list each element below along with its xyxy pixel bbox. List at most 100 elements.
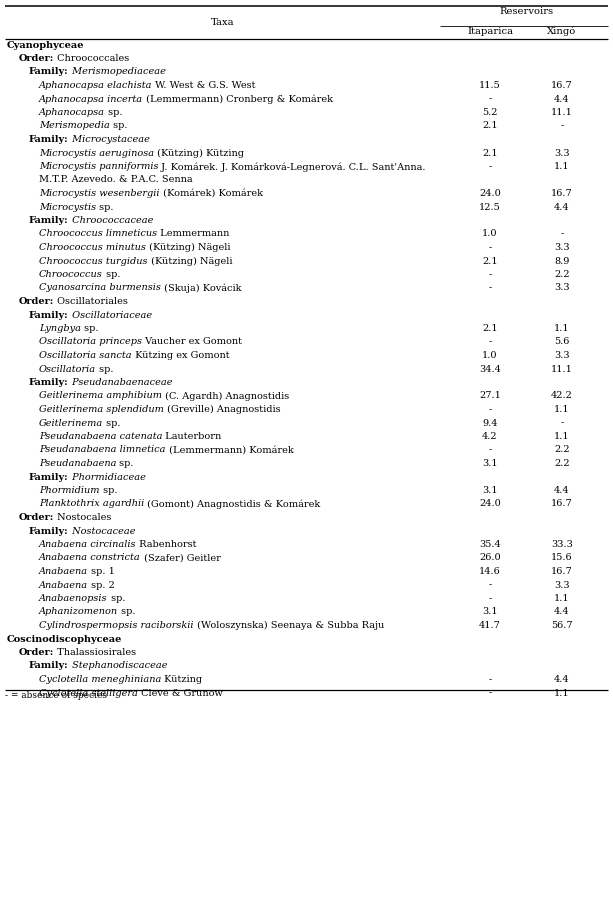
Text: Family:: Family: bbox=[29, 311, 69, 320]
Text: Merismopediaceae: Merismopediaceae bbox=[69, 67, 166, 77]
Text: 4.4: 4.4 bbox=[554, 675, 570, 684]
Text: 5.6: 5.6 bbox=[554, 337, 569, 346]
Text: Chroococcus limneticus: Chroococcus limneticus bbox=[39, 230, 157, 239]
Text: Cylindrospermopsis raciborskii: Cylindrospermopsis raciborskii bbox=[39, 621, 194, 630]
Text: 1.1: 1.1 bbox=[554, 324, 570, 333]
Text: 16.7: 16.7 bbox=[551, 81, 573, 90]
Text: (Lemmermann) Cronberg & Komárek: (Lemmermann) Cronberg & Komárek bbox=[143, 95, 333, 104]
Text: 2.2: 2.2 bbox=[554, 445, 570, 455]
Text: 1.1: 1.1 bbox=[554, 405, 570, 414]
Text: 33.3: 33.3 bbox=[551, 540, 573, 549]
Text: Lemmermann: Lemmermann bbox=[157, 230, 229, 239]
Text: 24.0: 24.0 bbox=[479, 499, 501, 508]
Text: - = absence of species: - = absence of species bbox=[5, 691, 107, 701]
Text: 8.9: 8.9 bbox=[554, 257, 569, 265]
Text: Pseudanabaena catenata: Pseudanabaena catenata bbox=[39, 432, 162, 441]
Text: sp. 2: sp. 2 bbox=[88, 580, 115, 589]
Text: Itaparica: Itaparica bbox=[467, 27, 513, 36]
Text: 15.6: 15.6 bbox=[551, 554, 573, 562]
Text: Phormidium: Phormidium bbox=[39, 486, 99, 495]
Text: Vaucher ex Gomont: Vaucher ex Gomont bbox=[142, 337, 242, 346]
Text: Reservoirs: Reservoirs bbox=[499, 7, 553, 16]
Text: 16.7: 16.7 bbox=[551, 189, 573, 198]
Text: (Kützing) Nägeli: (Kützing) Nägeli bbox=[148, 257, 232, 266]
Text: sp.: sp. bbox=[99, 486, 117, 495]
Text: (Kützing) Nägeli: (Kützing) Nägeli bbox=[146, 243, 230, 252]
Text: sp.: sp. bbox=[103, 418, 121, 427]
Text: Geitlerinema splendidum: Geitlerinema splendidum bbox=[39, 405, 164, 414]
Text: Pseudanabaena: Pseudanabaena bbox=[39, 459, 116, 468]
Text: Chroococcus: Chroococcus bbox=[39, 270, 103, 279]
Text: Chroococcaceae: Chroococcaceae bbox=[69, 216, 153, 225]
Text: 4.2: 4.2 bbox=[482, 432, 498, 441]
Text: 3.3: 3.3 bbox=[554, 351, 570, 360]
Text: M.T.P. Azevedo. & P.A.C. Senna: M.T.P. Azevedo. & P.A.C. Senna bbox=[39, 176, 192, 185]
Text: 3.1: 3.1 bbox=[482, 486, 498, 495]
Text: sp.: sp. bbox=[96, 202, 113, 211]
Text: Family:: Family: bbox=[29, 216, 69, 225]
Text: 4.4: 4.4 bbox=[554, 95, 570, 104]
Text: 11.5: 11.5 bbox=[479, 81, 501, 90]
Text: 11.1: 11.1 bbox=[551, 364, 573, 374]
Text: Family:: Family: bbox=[29, 473, 69, 482]
Text: (Woloszynska) Seenaya & Subba Raju: (Woloszynska) Seenaya & Subba Raju bbox=[194, 621, 384, 630]
Text: sp. 1: sp. 1 bbox=[88, 567, 115, 576]
Text: J. Komárek. J. Komárková-Legnerová. C.L. Sant'Anna.: J. Komárek. J. Komárková-Legnerová. C.L.… bbox=[159, 162, 426, 171]
Text: Aphanizomenon: Aphanizomenon bbox=[39, 608, 118, 617]
Text: 4.4: 4.4 bbox=[554, 486, 570, 495]
Text: 1.1: 1.1 bbox=[554, 162, 570, 171]
Text: Anabaena: Anabaena bbox=[39, 567, 88, 576]
Text: Aphanocapsa elachista: Aphanocapsa elachista bbox=[39, 81, 153, 90]
Text: Cyclotella stelligera: Cyclotella stelligera bbox=[39, 689, 138, 698]
Text: Microcystis aeruginosa: Microcystis aeruginosa bbox=[39, 148, 154, 158]
Text: Order:: Order: bbox=[19, 513, 54, 522]
Text: (Komárek) Komárek: (Komárek) Komárek bbox=[159, 189, 262, 198]
Text: Chroococcus turgidus: Chroococcus turgidus bbox=[39, 257, 148, 265]
Text: Order:: Order: bbox=[19, 54, 54, 63]
Text: -: - bbox=[489, 270, 492, 279]
Text: -: - bbox=[489, 337, 492, 346]
Text: Order:: Order: bbox=[19, 648, 54, 657]
Text: 16.7: 16.7 bbox=[551, 567, 573, 576]
Text: 3.3: 3.3 bbox=[554, 148, 570, 158]
Text: Family:: Family: bbox=[29, 135, 69, 144]
Text: Order:: Order: bbox=[19, 297, 54, 306]
Text: -: - bbox=[489, 445, 492, 455]
Text: 34.4: 34.4 bbox=[479, 364, 501, 374]
Text: 41.7: 41.7 bbox=[479, 621, 501, 630]
Text: Microcystis: Microcystis bbox=[39, 202, 96, 211]
Text: 3.1: 3.1 bbox=[482, 608, 498, 617]
Text: Family:: Family: bbox=[29, 378, 69, 387]
Text: (Kützing) Kützing: (Kützing) Kützing bbox=[154, 148, 244, 158]
Text: (Szafer) Geitler: (Szafer) Geitler bbox=[141, 554, 221, 562]
Text: Family:: Family: bbox=[29, 527, 69, 536]
Text: 3.3: 3.3 bbox=[554, 283, 570, 292]
Text: Chroococcus minutus: Chroococcus minutus bbox=[39, 243, 146, 252]
Text: 4.4: 4.4 bbox=[554, 202, 570, 211]
Text: (Lemmermann) Komárek: (Lemmermann) Komárek bbox=[166, 445, 293, 455]
Text: sp.: sp. bbox=[118, 608, 135, 617]
Text: Anabaena constricta: Anabaena constricta bbox=[39, 554, 141, 562]
Text: sp.: sp. bbox=[105, 108, 123, 117]
Text: Rabenhorst: Rabenhorst bbox=[137, 540, 197, 549]
Text: Lauterborn: Lauterborn bbox=[162, 432, 222, 441]
Text: Aphanocapsa: Aphanocapsa bbox=[39, 108, 105, 117]
Text: Pseudanabaenaceae: Pseudanabaenaceae bbox=[69, 378, 172, 387]
Text: -: - bbox=[489, 675, 492, 684]
Text: 26.0: 26.0 bbox=[479, 554, 501, 562]
Text: 3.3: 3.3 bbox=[554, 243, 570, 252]
Text: Merismopedia: Merismopedia bbox=[39, 121, 110, 130]
Text: Nostocales: Nostocales bbox=[54, 513, 112, 522]
Text: Thalassiosirales: Thalassiosirales bbox=[54, 648, 136, 657]
Text: Cleve & Grunow: Cleve & Grunow bbox=[138, 689, 223, 698]
Text: Kützing: Kützing bbox=[161, 675, 202, 684]
Text: -: - bbox=[489, 594, 492, 603]
Text: sp.: sp. bbox=[103, 270, 120, 279]
Text: -: - bbox=[489, 243, 492, 252]
Text: 2.1: 2.1 bbox=[482, 148, 498, 158]
Text: -: - bbox=[560, 230, 563, 239]
Text: Anabaenopsis: Anabaenopsis bbox=[39, 594, 107, 603]
Text: Phormidiaceae: Phormidiaceae bbox=[69, 473, 145, 482]
Text: sp.: sp. bbox=[107, 594, 125, 603]
Text: Planktothrix agardhii: Planktothrix agardhii bbox=[39, 499, 144, 508]
